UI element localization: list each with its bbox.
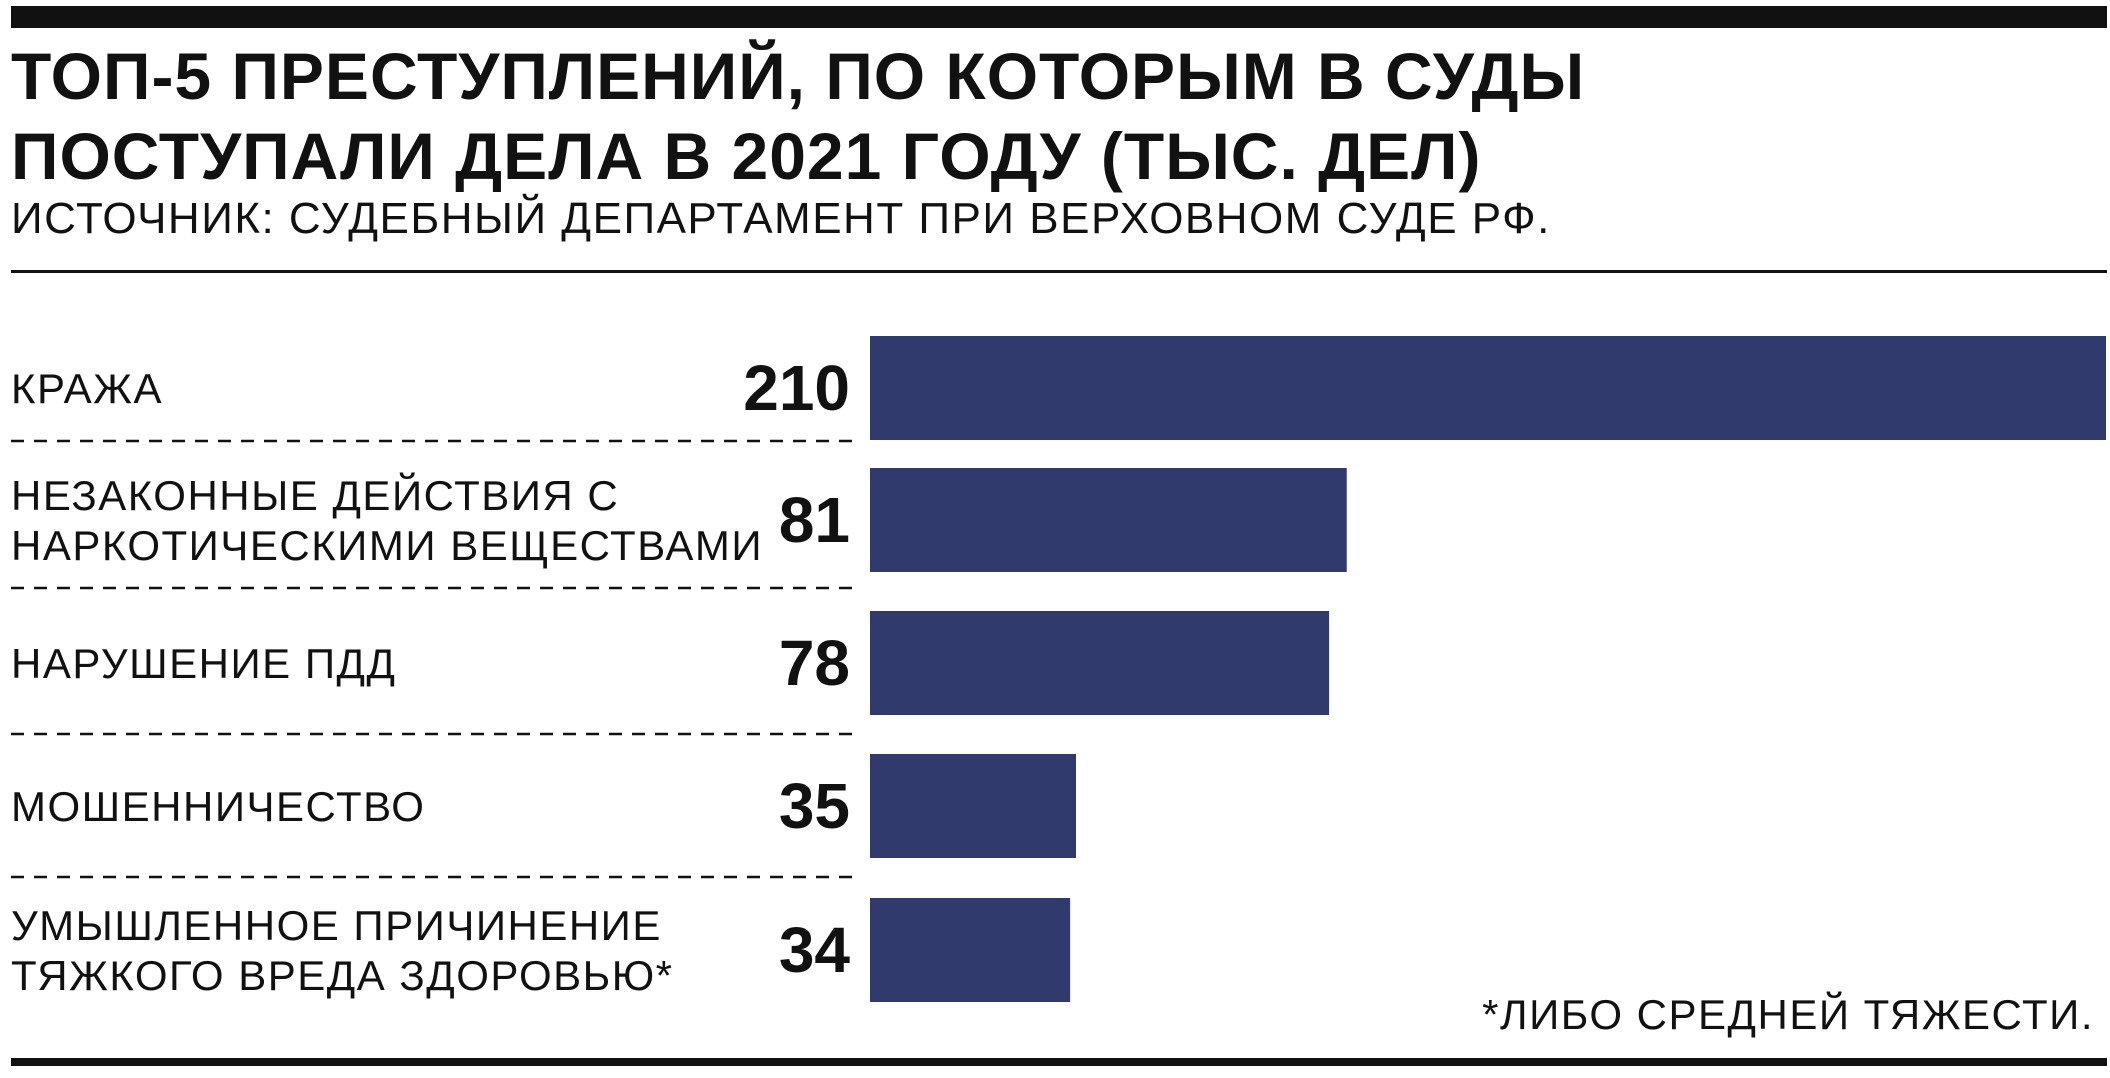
chart-title-line-1: ТОП-5 ПРЕСТУПЛЕНИЙ, ПО КОТОРЫМ В СУДЫ — [11, 39, 1586, 113]
bar — [870, 754, 1076, 858]
category-label: МОШЕННИЧЕСТВО — [11, 783, 425, 830]
chart-title: ТОП-5 ПРЕСТУПЛЕНИЙ, ПО КОТОРЫМ В СУДЫ ПО… — [11, 36, 2091, 196]
bottom-rule — [11, 1058, 2107, 1066]
footnote: *ЛИБО СРЕДНЕЙ ТЯЖЕСТИ. — [1482, 991, 2094, 1038]
data-label: 34 — [779, 914, 851, 986]
source-note: ИСТОЧНИК: СУДЕБНЫЙ ДЕПАРТАМЕНТ ПРИ ВЕРХО… — [11, 194, 1551, 243]
bar — [870, 611, 1330, 715]
category-label: КРАЖА — [11, 365, 163, 412]
top-rule — [11, 6, 2107, 28]
data-label: 35 — [779, 770, 850, 842]
header-divider — [11, 270, 2107, 273]
data-label: 81 — [779, 484, 850, 556]
category-label: УМЫШЛЕННОЕ ПРИЧИНЕНИЕ — [11, 902, 662, 949]
category-label: НАРКОТИЧЕСКИМИ ВЕЩЕСТВАМИ — [11, 522, 763, 569]
data-label: 78 — [779, 627, 850, 699]
data-label: 210 — [743, 352, 850, 424]
category-label: НЕЗАКОННЫЕ ДЕЙСТВИЯ С — [11, 471, 619, 519]
bar — [870, 898, 1071, 1002]
chart-title-line-2: ПОСТУПАЛИ ДЕЛА В 2021 ГОДУ (ТЫС. ДЕЛ) — [11, 119, 1482, 193]
category-label: ТЯЖКОГО ВРЕДА ЗДОРОВЬЮ* — [11, 952, 674, 999]
category-label: НАРУШЕНИЕ ПДД — [11, 640, 396, 687]
bar — [870, 468, 1347, 572]
bar — [870, 336, 2106, 440]
